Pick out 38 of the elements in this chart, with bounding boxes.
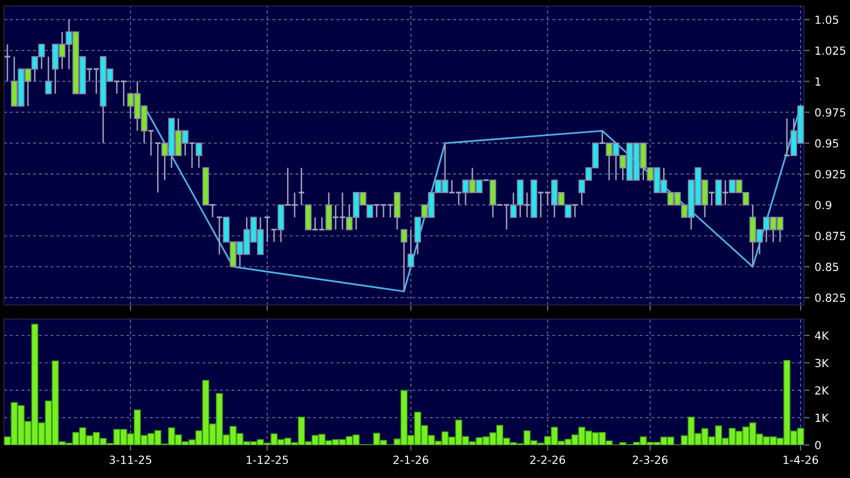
candlestick bbox=[524, 192, 531, 218]
candlestick bbox=[571, 204, 579, 218]
y-tick-label: 2K bbox=[815, 386, 830, 394]
candlestick bbox=[154, 142, 162, 194]
candlestick bbox=[408, 228, 414, 268]
y-tick-label: 0.975 bbox=[815, 108, 846, 117]
x-tick-label: 3-11-25 bbox=[110, 456, 152, 464]
x-tick-label: 2-3-26 bbox=[632, 456, 668, 464]
y-tick-label: 1.025 bbox=[816, 46, 846, 55]
x-tick-label: 1-12-25 bbox=[246, 456, 288, 464]
candlestick bbox=[400, 228, 408, 292]
y-tick-label: 4K bbox=[814, 332, 830, 340]
y-tick-label: 0.95 bbox=[815, 139, 838, 148]
y-tick-label: 0.9 bbox=[815, 200, 832, 210]
y-tick-label: 0.825 bbox=[815, 294, 846, 302]
y-tick-label: 1.05 bbox=[816, 16, 838, 24]
candlestick bbox=[270, 228, 278, 243]
y-tick-label: 1K bbox=[816, 414, 830, 422]
candlestick bbox=[783, 118, 790, 156]
candlestick bbox=[708, 192, 716, 206]
x-tick-label: 2-1-26 bbox=[394, 456, 428, 464]
y-tick-label: 1 bbox=[816, 77, 820, 86]
y-tick-label: 0 bbox=[815, 440, 821, 450]
candlestick bbox=[208, 204, 216, 218]
candlestick bbox=[188, 142, 196, 169]
candlestick bbox=[598, 130, 606, 144]
candlestick bbox=[264, 216, 271, 243]
y-tick-label: 3K bbox=[815, 358, 830, 368]
y-tick-label: 0.875 bbox=[815, 232, 846, 240]
candlestick bbox=[45, 56, 52, 94]
x-tick-label: 2-2-26 bbox=[530, 456, 566, 464]
x-tick-label: 1-4-26 bbox=[784, 456, 818, 464]
candlestick bbox=[4, 44, 11, 82]
candlestick bbox=[298, 167, 306, 206]
y-tick-label: 0.925 bbox=[815, 170, 846, 178]
y-tick-label: 0.85 bbox=[815, 262, 838, 272]
candlestick bbox=[722, 180, 729, 206]
candlestick bbox=[216, 216, 223, 256]
